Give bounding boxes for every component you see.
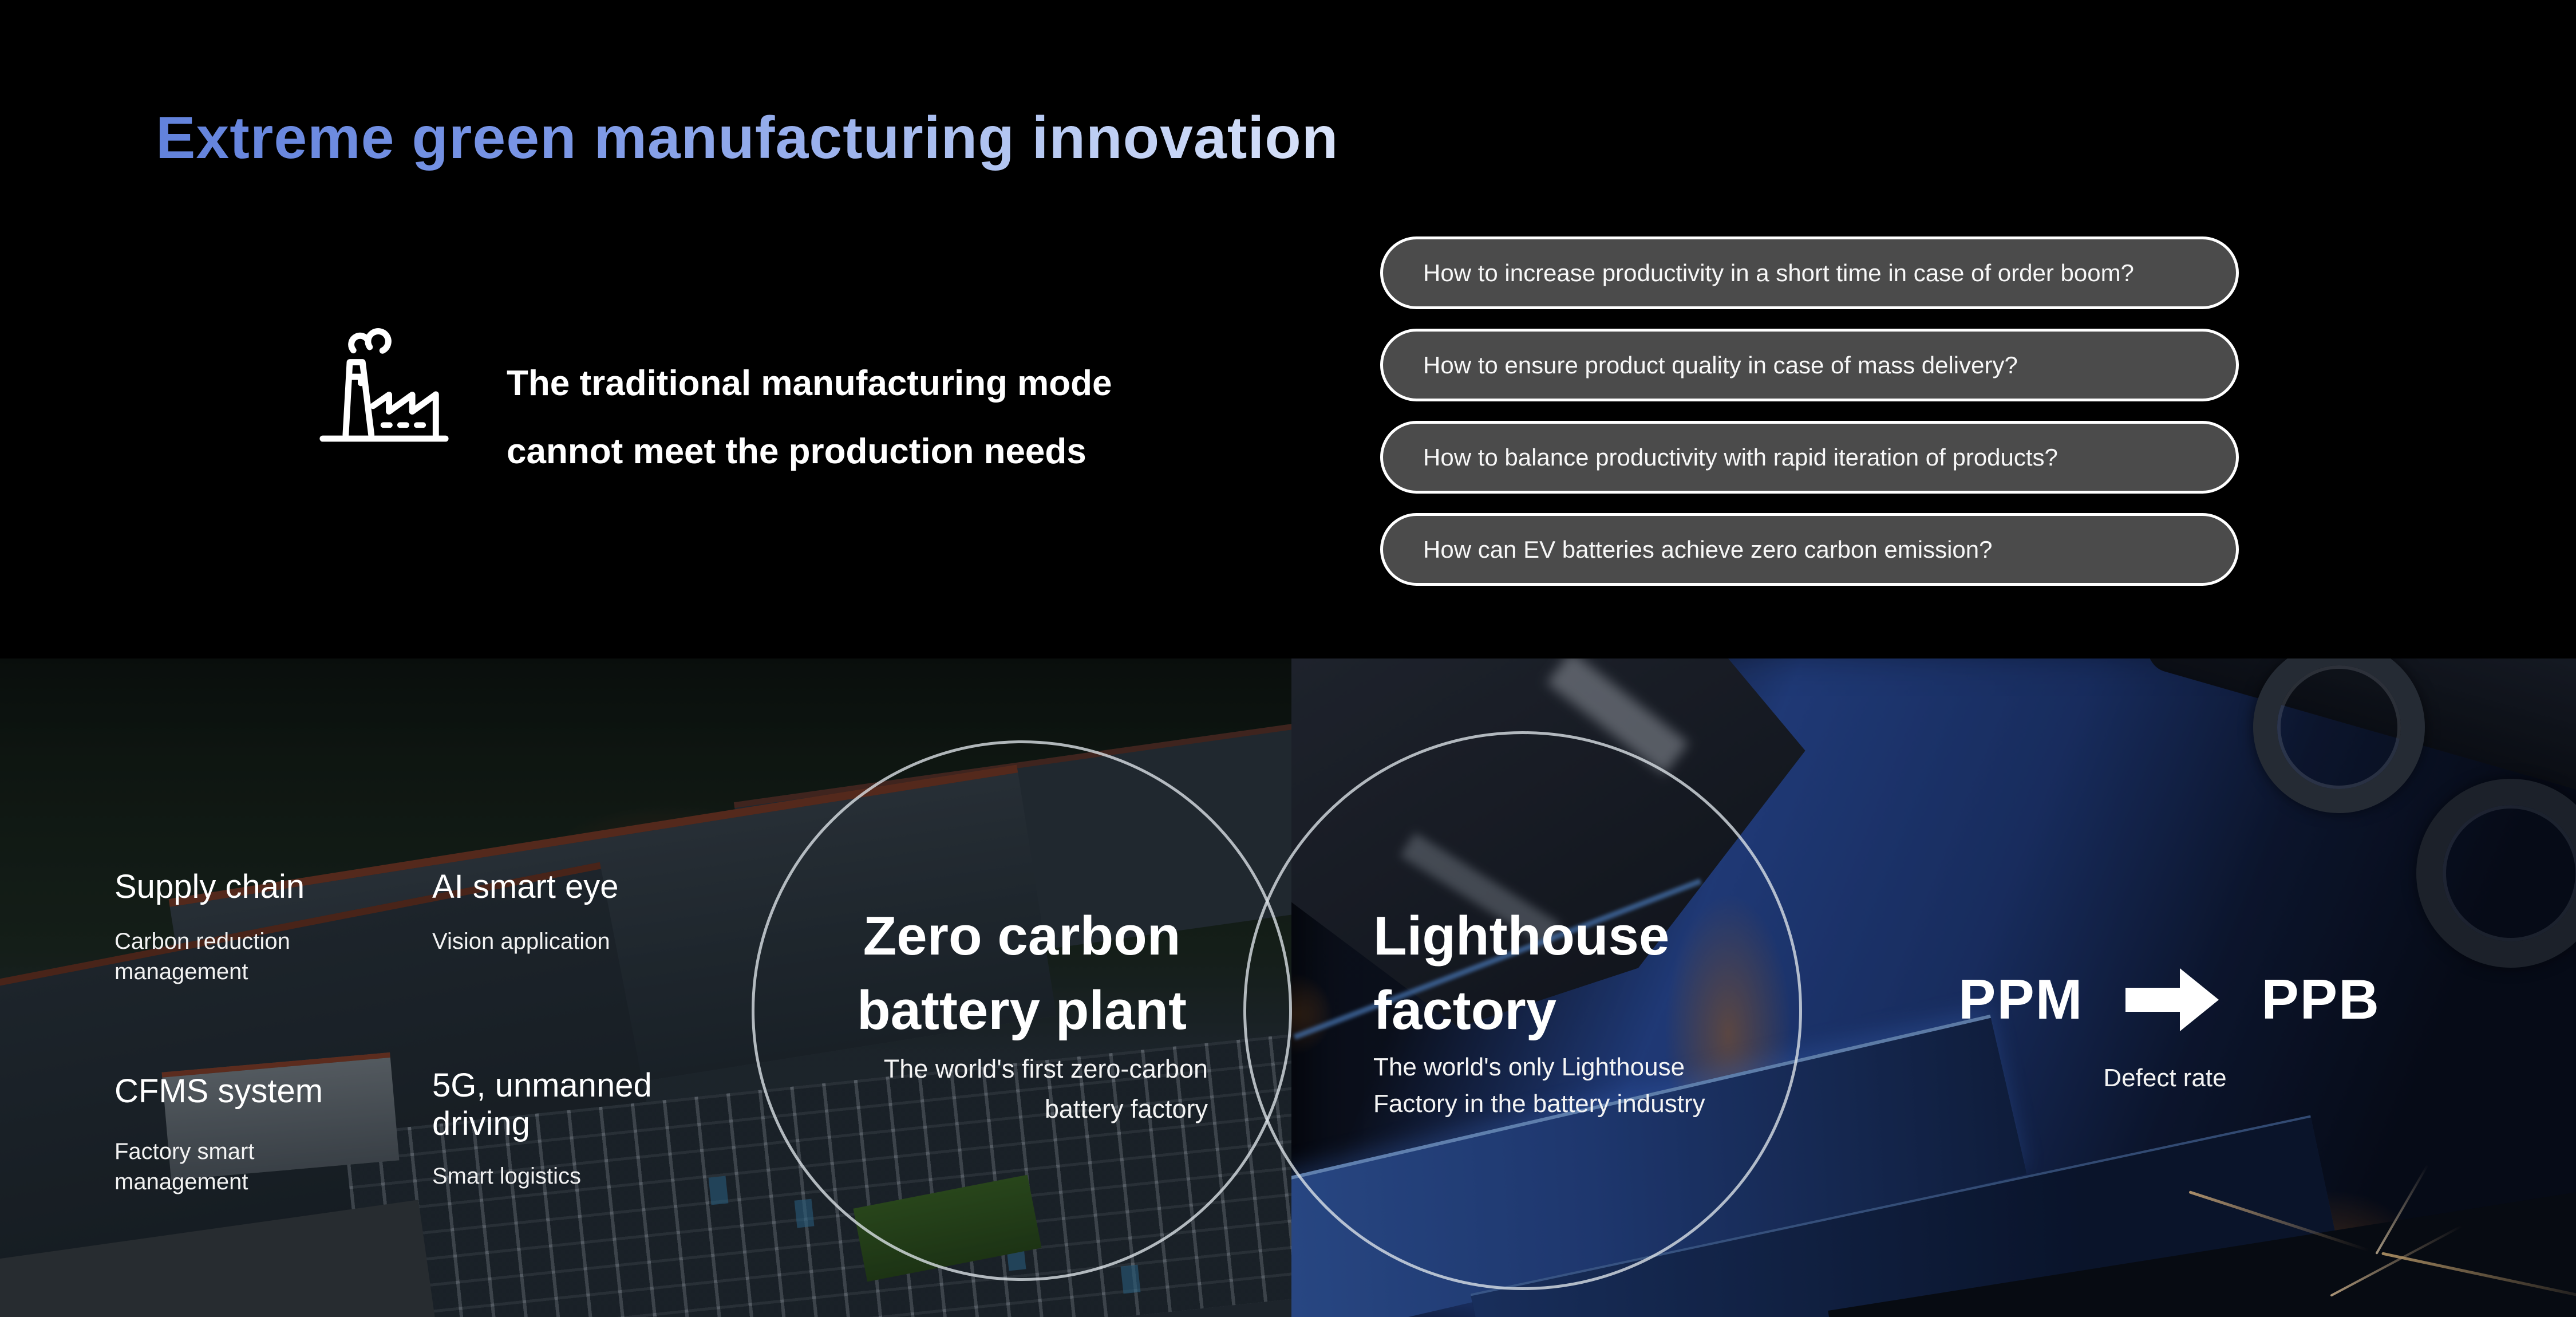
question-pill-zero-carbon: How can EV batteries achieve zero carbon…	[1380, 513, 2239, 586]
highlight-sub-line: battery factory	[1044, 1094, 1208, 1123]
intro-statement: The traditional manufacturing mode canno…	[507, 349, 1112, 486]
highlight-title-line: battery plant	[856, 980, 1187, 1041]
window-pane	[708, 1176, 729, 1205]
defect-rate-label: Defect rate	[2103, 1064, 2227, 1092]
lighthouse-title: Lighthouse factory	[1373, 899, 1669, 1048]
zero-carbon-title: Zero carbon battery plant	[678, 899, 1365, 1048]
right-arrow-icon	[2125, 968, 2219, 1031]
clamp-ring-shape	[2416, 779, 2576, 968]
highlight-sub-line: The world's only Lighthouse	[1373, 1053, 1685, 1081]
ppb-value: PPB	[2261, 968, 2380, 1031]
label-title-line: driving	[432, 1105, 530, 1142]
label-5g-unmanned-driving: 5G, unmanned driving	[432, 1066, 652, 1143]
ppm-value: PPM	[1958, 968, 2084, 1031]
defect-rate-callout: PPM PPB	[1958, 967, 2380, 1032]
question-pill-rapid-iteration: How to balance productivity with rapid i…	[1380, 421, 2239, 494]
question-pill-label: How to balance productivity with rapid i…	[1423, 443, 2058, 471]
question-pill-label: How can EV batteries achieve zero carbon…	[1423, 535, 1993, 563]
highlight-sub-line: The world's first zero-carbon	[883, 1054, 1208, 1083]
label-cfms-system: CFMS system	[114, 1072, 323, 1110]
label-cfms-system-sub: Factory smart management	[114, 1137, 254, 1197]
label-supply-chain-sub: Carbon reduction management	[114, 926, 290, 987]
question-pill-label: How to ensure product quality in case of…	[1423, 351, 2018, 378]
label-sub-line: management	[114, 959, 248, 984]
question-pill-order-boom: How to increase productivity in a short …	[1380, 236, 2239, 309]
question-pill-product-quality: How to ensure product quality in case of…	[1380, 329, 2239, 401]
intro-line-1: The traditional manufacturing mode	[507, 364, 1112, 403]
window-pane	[794, 1198, 815, 1228]
window-pane	[1120, 1264, 1141, 1294]
highlight-title-line: Lighthouse	[1373, 905, 1670, 967]
label-ai-smart-eye: AI smart eye	[432, 868, 619, 905]
label-sub-line: management	[114, 1169, 248, 1194]
highlight-title-line: factory	[1373, 980, 1557, 1041]
lighthouse-subtitle: The world's only Lighthouse Factory in t…	[1373, 1049, 1705, 1122]
zero-carbon-subtitle: The world's first zero-carbon battery fa…	[807, 1049, 1208, 1129]
clamp-ring-shape	[2253, 658, 2425, 813]
question-pill-label: How to increase productivity in a short …	[1423, 259, 2134, 286]
photo-strip: Supply chain Carbon reduction management…	[0, 658, 2576, 1317]
page-title: Extreme green manufacturing innovation	[156, 105, 1339, 171]
lighthouse-circle	[1243, 731, 1802, 1290]
label-5g-sub: Smart logistics	[432, 1164, 582, 1189]
highlight-sub-line: Factory in the battery industry	[1373, 1090, 1705, 1118]
label-sub-line: Carbon reduction	[114, 929, 290, 954]
factory-icon	[319, 328, 449, 442]
intro-line-2: cannot meet the production needs	[507, 432, 1086, 471]
label-title-line: 5G, unmanned	[432, 1067, 652, 1104]
label-sub-line: Factory smart	[114, 1139, 255, 1164]
label-ai-smart-eye-sub: Vision application	[432, 929, 610, 954]
label-supply-chain: Supply chain	[114, 868, 305, 905]
highlight-title-line: Zero carbon	[863, 905, 1181, 967]
